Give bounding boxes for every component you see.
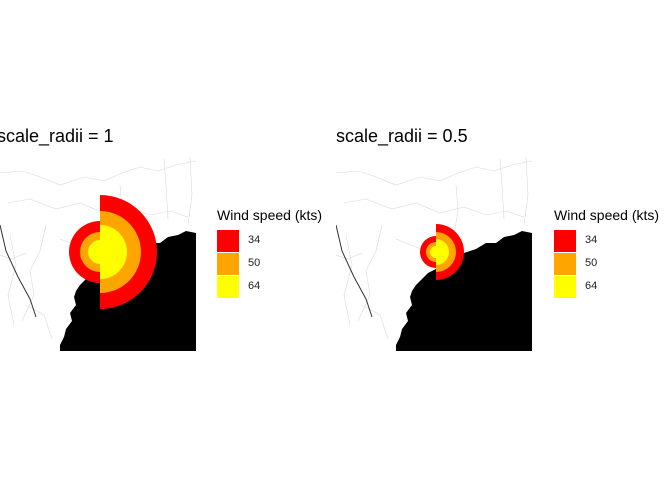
legend-swatch-50 xyxy=(554,253,576,275)
legend-label: 64 xyxy=(585,280,598,292)
legend-item: 64 xyxy=(217,276,322,299)
panel-title: scale_radii = 0.5 xyxy=(336,126,468,146)
panel-title: scale_radii = 1 xyxy=(0,126,114,146)
map-plot xyxy=(336,156,532,351)
ocean-area xyxy=(396,231,532,351)
legend-item: 64 xyxy=(554,276,659,299)
right-panel: scale_radii = 0.5 xyxy=(336,0,672,480)
legend-label: 64 xyxy=(248,280,261,292)
legend-item: 50 xyxy=(217,253,322,276)
legend-label: 34 xyxy=(585,234,598,246)
legend-swatch-34 xyxy=(217,230,239,252)
legend-swatch-34 xyxy=(554,230,576,252)
map-plot xyxy=(0,156,196,351)
border-lines xyxy=(0,156,196,340)
wind-radii-64kt xyxy=(430,239,449,265)
legend: Wind speed (kts) 34 50 64 xyxy=(217,207,322,299)
legend-title: Wind speed (kts) xyxy=(217,207,323,223)
legend-title: Wind speed (kts) xyxy=(554,207,660,223)
legend-swatch-50 xyxy=(217,253,239,275)
wind-radii xyxy=(69,195,157,309)
wind-radii xyxy=(420,224,464,280)
wind-radii-64kt xyxy=(88,225,127,279)
left-panel: scale_radii = 1 xyxy=(0,126,322,351)
legend-item: 50 xyxy=(554,253,659,276)
legend-label: 34 xyxy=(248,234,261,246)
legend-item: 34 xyxy=(554,230,659,253)
legend-swatch-64 xyxy=(554,276,576,298)
legend-swatch-64 xyxy=(217,276,239,298)
legend-label: 50 xyxy=(585,257,598,269)
legend: Wind speed (kts) 34 50 64 xyxy=(554,207,659,299)
legend-item: 34 xyxy=(217,230,322,253)
legend-label: 50 xyxy=(248,257,261,269)
